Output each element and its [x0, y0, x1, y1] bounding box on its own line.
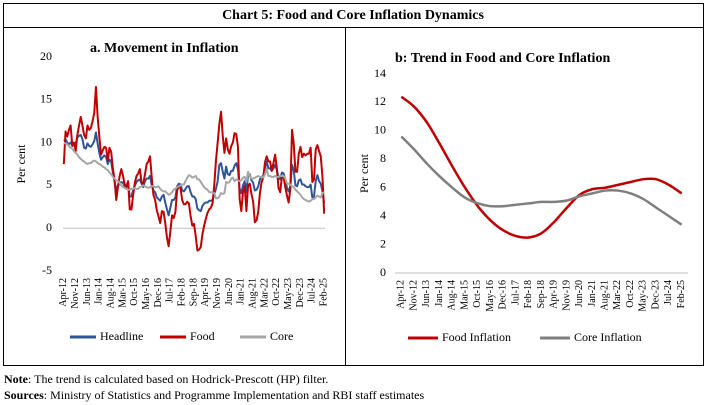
- y-tick-label: 12: [374, 94, 386, 108]
- series-line: [400, 135, 683, 226]
- x-tick-label: Oct-15: [129, 278, 140, 306]
- legend-label: Headline: [100, 329, 143, 343]
- x-tick-label: Feb-25: [318, 278, 329, 306]
- series-line: [63, 131, 326, 217]
- x-tick-label: Apr-19: [549, 280, 560, 309]
- x-tick-label: Nov-12: [70, 278, 81, 309]
- x-tick-label: Dec-23: [295, 278, 306, 307]
- x-tick-label: Feb-25: [676, 280, 687, 308]
- x-tick-label: Aug-14: [105, 278, 116, 309]
- sources-label: Sources: [4, 388, 44, 402]
- y-tick-label: 0: [46, 220, 52, 234]
- x-tick-label: Jan-21: [587, 280, 598, 307]
- x-tick-label: Apr-12: [396, 280, 407, 309]
- note: Note: The trend is calculated based on H…: [4, 372, 328, 386]
- x-tick-label: Jan-14: [94, 278, 105, 305]
- note-label: Note: [4, 372, 29, 386]
- panel-title: a. Movement in Inflation: [90, 41, 239, 56]
- x-tick-label: Apr-12: [58, 278, 69, 307]
- y-tick-label: -5: [42, 263, 52, 277]
- x-tick-label: Jan-14: [434, 280, 445, 307]
- x-tick-label: May-23: [283, 278, 294, 310]
- x-tick-label: Mar-22: [612, 280, 623, 310]
- x-tick-label: Sep-18: [536, 280, 547, 308]
- y-tick-label: 20: [40, 49, 52, 63]
- y-tick-label: 5: [46, 177, 52, 191]
- x-tick-label: Aug-21: [247, 278, 258, 309]
- y-tick-label: 10: [374, 123, 386, 137]
- x-tick-label: Nov-19: [212, 278, 223, 309]
- series-line: [63, 141, 325, 203]
- frame: [3, 3, 704, 366]
- sources-text: : Ministry of Statistics and Programme I…: [44, 388, 425, 402]
- y-axis-label: Per cent: [357, 153, 371, 193]
- x-tick-label: Oct-15: [472, 280, 483, 308]
- y-tick-label: 15: [40, 92, 52, 106]
- x-tick-label: May-16: [141, 278, 152, 310]
- y-tick-label: 0: [380, 265, 386, 279]
- chart-title: Chart 5: Food and Core Inflation Dynamic…: [222, 8, 484, 23]
- x-tick-label: Mar-15: [459, 280, 470, 310]
- x-tick-label: Oct-22: [271, 278, 282, 306]
- x-tick-label: Mar-22: [259, 278, 270, 308]
- x-tick-label: Jan-21: [236, 278, 247, 305]
- x-tick-label: Aug-14: [447, 280, 458, 311]
- y-tick-label: 6: [380, 179, 386, 193]
- x-tick-label: Nov-12: [408, 280, 419, 311]
- note-text: : The trend is calculated based on Hodri…: [28, 372, 328, 386]
- x-tick-label: Jun-13: [421, 280, 432, 307]
- x-tick-label: Dec-23: [650, 280, 661, 309]
- x-tick-label: Jul-17: [510, 280, 521, 305]
- y-tick-label: 8: [380, 151, 386, 165]
- y-tick-label: 2: [380, 236, 386, 250]
- x-tick-label: Jun-20: [224, 278, 235, 305]
- x-tick-label: Jul-17: [165, 278, 176, 303]
- series-line: [62, 85, 326, 252]
- sources: Sources: Ministry of Statistics and Prog…: [4, 388, 424, 402]
- x-tick-label: Jun-20: [574, 280, 585, 307]
- x-tick-label: Jun-13: [82, 278, 93, 305]
- x-tick-label: May-16: [485, 280, 496, 312]
- legend-label: Core Inflation: [574, 330, 642, 344]
- legend-label: Food Inflation: [442, 330, 511, 344]
- legend-label: Core: [270, 329, 293, 343]
- x-tick-label: Aug-21: [599, 280, 610, 311]
- x-tick-label: Sep-18: [188, 278, 199, 306]
- x-tick-label: Mar-15: [117, 278, 128, 308]
- x-tick-label: Apr-19: [200, 278, 211, 307]
- x-tick-label: Jul-24: [663, 280, 674, 305]
- x-tick-label: May-23: [638, 280, 649, 312]
- legend-label: Food: [190, 329, 215, 343]
- series-line: [400, 95, 683, 239]
- x-tick-label: Feb-18: [176, 278, 187, 306]
- x-tick-label: Dec-16: [498, 280, 509, 309]
- x-tick-label: Nov-19: [561, 280, 572, 311]
- x-tick-label: Dec-16: [153, 278, 164, 307]
- x-tick-label: Jul-24: [307, 278, 318, 303]
- y-tick-label: 14: [374, 66, 386, 80]
- x-tick-label: Feb-18: [523, 280, 534, 308]
- y-tick-label: 4: [380, 208, 386, 222]
- x-tick-label: Oct-22: [625, 280, 636, 308]
- panel-title: b: Trend in Food and Core Inflation: [395, 51, 610, 66]
- y-tick-label: 10: [40, 134, 52, 148]
- y-axis-label: Per cent: [14, 144, 28, 184]
